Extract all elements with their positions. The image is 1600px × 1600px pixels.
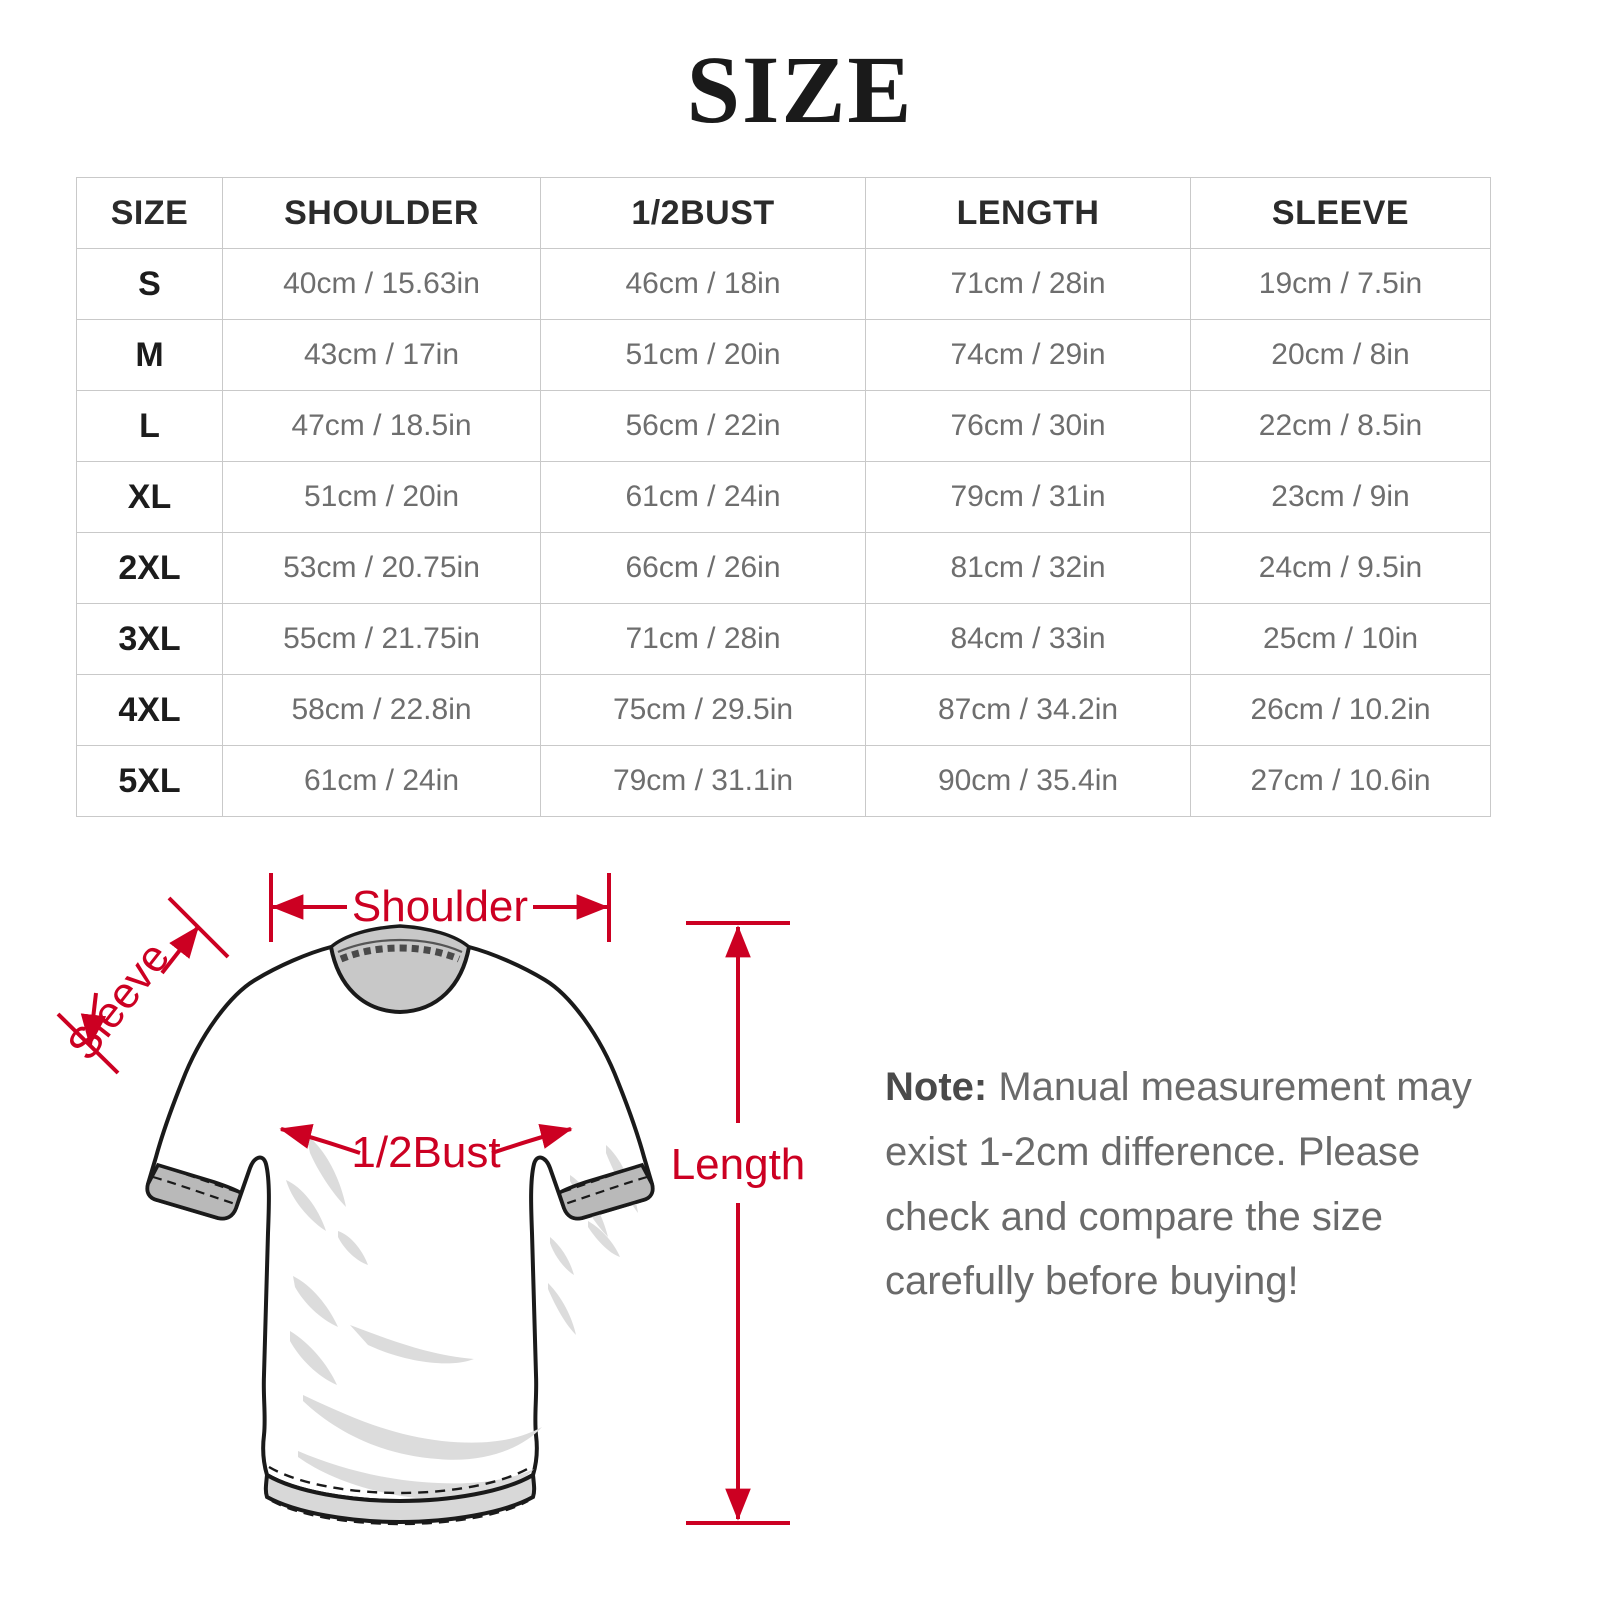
column-header-size: SIZE (76, 177, 223, 249)
cell-bust: 75cm / 29.5in (540, 674, 866, 746)
cell-sleeve: 22cm / 8.5in (1190, 390, 1491, 462)
bust-arrow-left (279, 1123, 361, 1155)
cell-bust: 61cm / 24in (540, 461, 866, 533)
cell-bust: 79cm / 31.1in (540, 745, 866, 817)
left-cuff-stitch-inner (152, 1175, 239, 1207)
table-header-row: SIZE SHOULDER 1/2BUST LENGTH SLEEVE (76, 177, 1491, 249)
cell-length: 87cm / 34.2in (865, 674, 1191, 746)
sleeve-label: Sleeve (58, 933, 179, 1069)
cell-length: 76cm / 30in (865, 390, 1191, 462)
left-sleeve-cuff (145, 1162, 244, 1221)
note-label: Note: (885, 1065, 988, 1109)
table-row: XL 51cm / 20in 61cm / 24in 79cm / 31in 2… (76, 461, 1491, 533)
cell-shoulder: 51cm / 20in (222, 461, 541, 533)
tshirt-illustration: Shoulder Sleeve 1/2Bust Length (56, 873, 806, 1526)
cell-shoulder: 47cm / 18.5in (222, 390, 541, 462)
table-row: L 47cm / 18.5in 56cm / 22in 76cm / 30in … (76, 390, 1491, 462)
left-cuff-stitch-outer (157, 1163, 242, 1195)
cell-shoulder: 43cm / 17in (222, 319, 541, 391)
cell-size: 5XL (76, 745, 223, 817)
sleeve-arrow-down (80, 992, 107, 1047)
sleeve-arrow-up (160, 925, 200, 975)
cell-bust: 51cm / 20in (540, 319, 866, 391)
cell-length: 79cm / 31in (865, 461, 1191, 533)
cell-size: 3XL (76, 603, 223, 675)
page-title: SIZE (686, 36, 914, 143)
tshirt-outline (145, 944, 655, 1504)
cell-sleeve: 24cm / 9.5in (1190, 532, 1491, 604)
note-block: Note: Manual measurement may exist 1-2cm… (885, 1055, 1505, 1314)
cell-sleeve: 19cm / 7.5in (1190, 248, 1491, 320)
cell-bust: 71cm / 28in (540, 603, 866, 675)
cell-size: 4XL (76, 674, 223, 746)
right-cuff-stitch-inner (561, 1175, 648, 1207)
hem-stitch-upper (268, 1465, 532, 1495)
cell-shoulder: 61cm / 24in (222, 745, 541, 817)
cell-shoulder: 55cm / 21.75in (222, 603, 541, 675)
table-row: 3XL 55cm / 21.75in 71cm / 28in 84cm / 33… (76, 603, 1491, 675)
size-chart-table: SIZE SHOULDER 1/2BUST LENGTH SLEEVE S 40… (76, 177, 1491, 817)
cell-length: 81cm / 32in (865, 532, 1191, 604)
column-header-length: LENGTH (865, 177, 1191, 249)
cell-sleeve: 27cm / 10.6in (1190, 745, 1491, 817)
table-row: M 43cm / 17in 51cm / 20in 74cm / 29in 20… (76, 319, 1491, 391)
cell-length: 84cm / 33in (865, 603, 1191, 675)
measurement-diagram: Shoulder Sleeve 1/2Bust Length (function… (0, 835, 1600, 1600)
length-measure: Length (671, 921, 806, 1525)
bust-arrow-right (491, 1123, 573, 1155)
column-header-sleeve: SLEEVE (1190, 177, 1491, 249)
cell-bust: 66cm / 26in (540, 532, 866, 604)
table-row: 5XL 61cm / 24in 79cm / 31.1in 90cm / 35.… (76, 745, 1491, 817)
tshirt-shape (145, 924, 655, 1526)
cell-shoulder: 40cm / 15.63in (222, 248, 541, 320)
cell-size: S (76, 248, 223, 320)
cell-size: 2XL (76, 532, 223, 604)
note-text: Manual measurement may exist 1-2cm diffe… (885, 1065, 1472, 1304)
tshirt-hem (263, 1471, 537, 1525)
cell-size: L (76, 390, 223, 462)
cell-shoulder: 53cm / 20.75in (222, 532, 541, 604)
cell-length: 74cm / 29in (865, 319, 1191, 391)
shoulder-label: Shoulder (352, 882, 528, 931)
hem-stitch-lower (271, 1499, 529, 1526)
cell-shoulder: 58cm / 22.8in (222, 674, 541, 746)
half-bust-label: 1/2Bust (351, 1128, 500, 1177)
cell-size: M (76, 319, 223, 391)
cell-sleeve: 26cm / 10.2in (1190, 674, 1491, 746)
table-row: 4XL 58cm / 22.8in 75cm / 29.5in 87cm / 3… (76, 674, 1491, 746)
cell-size: XL (76, 461, 223, 533)
half-bust-measure: 1/2Bust (279, 1123, 573, 1177)
column-header-shoulder: SHOULDER (222, 177, 541, 249)
cell-length: 71cm / 28in (865, 248, 1191, 320)
table-row: 2XL 53cm / 20.75in 66cm / 26in 81cm / 32… (76, 532, 1491, 604)
cell-sleeve: 25cm / 10in (1190, 603, 1491, 675)
column-header-bust: 1/2BUST (540, 177, 866, 249)
cell-length: 90cm / 35.4in (865, 745, 1191, 817)
collar-stitch-band (339, 944, 461, 963)
cell-bust: 56cm / 22in (540, 390, 866, 462)
shoulder-measure: Shoulder (269, 873, 611, 942)
cell-sleeve: 23cm / 9in (1190, 461, 1491, 533)
collar-stitch-line (337, 938, 463, 954)
right-sleeve-cuff (556, 1162, 655, 1221)
cell-bust: 46cm / 18in (540, 248, 866, 320)
length-label: Length (671, 1140, 806, 1189)
cell-sleeve: 20cm / 8in (1190, 319, 1491, 391)
table-row: S 40cm / 15.63in 46cm / 18in 71cm / 28in… (76, 248, 1491, 320)
right-cuff-stitch-outer (558, 1163, 643, 1195)
